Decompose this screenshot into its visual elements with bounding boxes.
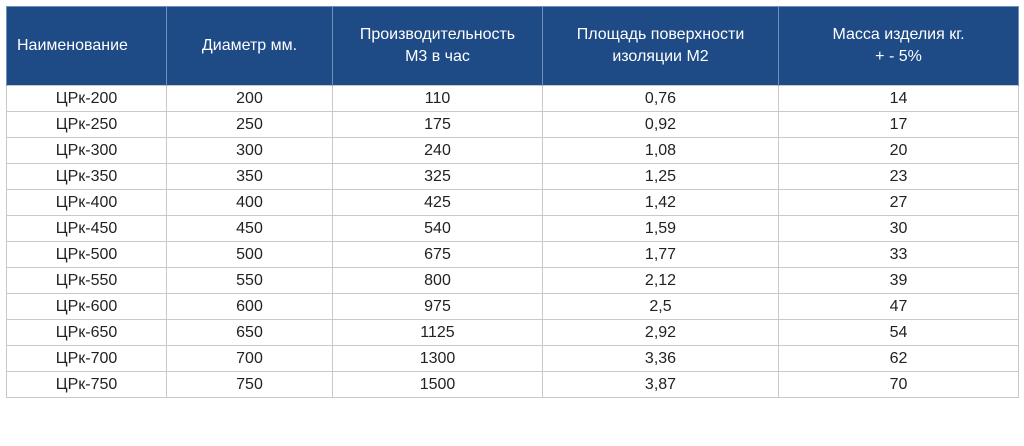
- header-capacity: Производительность М3 в час: [332, 6, 543, 86]
- cell-capacity: 1300: [332, 345, 543, 372]
- table-row: ЦРк-350 350 325 1,25 23: [6, 163, 1019, 190]
- cell-diameter: 300: [166, 137, 333, 164]
- header-surface-area: Площадь поверхности изоляции М2: [542, 6, 779, 86]
- cell-mass: 62: [778, 345, 1019, 372]
- cell-surface-area: 1,77: [542, 241, 779, 268]
- cell-name: ЦРк-450: [6, 215, 167, 242]
- cell-mass: 17: [778, 111, 1019, 138]
- cell-diameter: 400: [166, 189, 333, 216]
- cell-surface-area: 1,08: [542, 137, 779, 164]
- cell-mass: 39: [778, 267, 1019, 294]
- cell-capacity: 1125: [332, 319, 543, 346]
- cell-diameter: 350: [166, 163, 333, 190]
- cell-surface-area: 3,87: [542, 371, 779, 398]
- cell-name: ЦРк-400: [6, 189, 167, 216]
- cell-surface-area: 1,59: [542, 215, 779, 242]
- cell-mass: 54: [778, 319, 1019, 346]
- header-mass-line-1: Масса изделия кг.: [832, 26, 965, 43]
- cell-diameter: 700: [166, 345, 333, 372]
- cell-surface-area: 1,42: [542, 189, 779, 216]
- cell-name: ЦРк-650: [6, 319, 167, 346]
- cell-mass: 30: [778, 215, 1019, 242]
- header-row: Наименование Диаметр мм. Производительно…: [6, 6, 1019, 86]
- header-mass-line-2: + - 5%: [875, 48, 922, 65]
- table-row: ЦРк-650 650 1125 2,92 54: [6, 319, 1019, 346]
- table-row: ЦРк-500 500 675 1,77 33: [6, 241, 1019, 268]
- cell-surface-area: 3,36: [542, 345, 779, 372]
- cell-name: ЦРк-350: [6, 163, 167, 190]
- cell-diameter: 650: [166, 319, 333, 346]
- cell-capacity: 540: [332, 215, 543, 242]
- cell-surface-area: 2,92: [542, 319, 779, 346]
- header-diameter-line-1: Диаметр мм.: [201, 37, 298, 54]
- cell-name: ЦРк-200: [6, 85, 167, 112]
- cell-mass: 20: [778, 137, 1019, 164]
- cell-surface-area: 2,5: [542, 293, 779, 320]
- cell-name: ЦРк-500: [6, 241, 167, 268]
- cell-name: ЦРк-600: [6, 293, 167, 320]
- table-row: ЦРк-600 600 975 2,5 47: [6, 293, 1019, 320]
- cell-name: ЦРк-700: [6, 345, 167, 372]
- table-body: ЦРк-200 200 110 0,76 14 ЦРк-250 250 175 0,92 17 ЦР…: [6, 85, 1019, 398]
- header-mass: Масса изделия кг. + - 5%: [778, 6, 1019, 86]
- cell-name: ЦРк-250: [6, 111, 167, 138]
- table-row: ЦРк-750 750 1500 3,87 70: [6, 371, 1019, 398]
- cell-mass: 23: [778, 163, 1019, 190]
- cell-diameter: 600: [166, 293, 333, 320]
- table-row: ЦРк-550 550 800 2,12 39: [6, 267, 1019, 294]
- cell-name: ЦРк-550: [6, 267, 167, 294]
- header-surface-area-line-2: изоляции М2: [612, 48, 709, 65]
- spec-table: Наименование Диаметр мм. Производительно…: [6, 6, 1019, 398]
- table-header: Наименование Диаметр мм. Производительно…: [6, 6, 1019, 86]
- cell-diameter: 450: [166, 215, 333, 242]
- table-row: ЦРк-450 450 540 1,59 30: [6, 215, 1019, 242]
- header-surface-area-line-1: Площадь поверхности: [576, 26, 745, 43]
- cell-capacity: 425: [332, 189, 543, 216]
- table-row: ЦРк-300 300 240 1,08 20: [6, 137, 1019, 164]
- header-diameter: Диаметр мм.: [166, 6, 333, 86]
- cell-surface-area: 2,12: [542, 267, 779, 294]
- cell-name: ЦРк-750: [6, 371, 167, 398]
- cell-diameter: 750: [166, 371, 333, 398]
- cell-diameter: 250: [166, 111, 333, 138]
- header-capacity-line-1: Производительность: [359, 26, 516, 43]
- table-row: ЦРк-250 250 175 0,92 17: [6, 111, 1019, 138]
- spec-table-container: Наименование Диаметр мм. Производительно…: [6, 6, 1019, 398]
- table-row: ЦРк-700 700 1300 3,36 62: [6, 345, 1019, 372]
- table-row: ЦРк-400 400 425 1,42 27: [6, 189, 1019, 216]
- cell-diameter: 550: [166, 267, 333, 294]
- cell-surface-area: 0,92: [542, 111, 779, 138]
- header-name: Наименование: [6, 6, 167, 86]
- cell-capacity: 325: [332, 163, 543, 190]
- table-row: ЦРк-200 200 110 0,76 14: [6, 85, 1019, 112]
- cell-capacity: 675: [332, 241, 543, 268]
- cell-surface-area: 1,25: [542, 163, 779, 190]
- cell-capacity: 110: [332, 85, 543, 112]
- cell-diameter: 200: [166, 85, 333, 112]
- cell-mass: 47: [778, 293, 1019, 320]
- cell-capacity: 1500: [332, 371, 543, 398]
- cell-mass: 27: [778, 189, 1019, 216]
- cell-diameter: 500: [166, 241, 333, 268]
- header-name-line-1: Наименование: [17, 37, 128, 54]
- cell-surface-area: 0,76: [542, 85, 779, 112]
- cell-mass: 70: [778, 371, 1019, 398]
- cell-mass: 14: [778, 85, 1019, 112]
- cell-capacity: 240: [332, 137, 543, 164]
- header-capacity-line-2: М3 в час: [405, 48, 470, 65]
- cell-name: ЦРк-300: [6, 137, 167, 164]
- cell-mass: 33: [778, 241, 1019, 268]
- cell-capacity: 800: [332, 267, 543, 294]
- cell-capacity: 975: [332, 293, 543, 320]
- cell-capacity: 175: [332, 111, 543, 138]
